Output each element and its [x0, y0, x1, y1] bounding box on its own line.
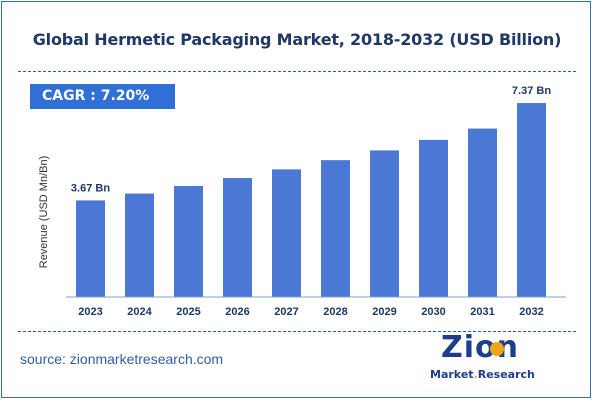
- logo-dot-icon: [490, 342, 504, 356]
- x-tick-label-2026: 2026: [225, 306, 249, 318]
- bar-2027: [272, 169, 301, 297]
- data-labels: 3.67 Bn 7.37 Bn: [71, 85, 551, 194]
- chart-title: Global Hermetic Packaging Market, 2018-2…: [32, 30, 562, 49]
- bar-2032: [517, 103, 546, 297]
- bar-2025: [174, 185, 203, 297]
- x-tick-label-2024: 2024: [127, 306, 152, 318]
- bar-2030: [419, 139, 448, 297]
- logo-sub-research: Research: [477, 368, 535, 381]
- bar-2029: [370, 150, 399, 297]
- x-tick-label-2025: 2025: [176, 306, 200, 318]
- logo-sub-dot: .: [473, 368, 478, 381]
- bar-2031: [468, 128, 497, 297]
- bottom-dashed-divider: [18, 331, 576, 332]
- logo-subtitle: Market.Research: [430, 368, 535, 381]
- x-tick-label-2032: 2032: [519, 306, 543, 318]
- data-label-2023: 3.67 Bn: [71, 182, 110, 194]
- x-tick-label-2029: 2029: [372, 306, 396, 318]
- bar-2024: [125, 193, 154, 297]
- source-text: source: zionmarketresearch.com: [20, 351, 224, 367]
- logo-wordmark: Zion: [440, 330, 519, 365]
- x-tick-label-2023: 2023: [78, 306, 102, 318]
- zion-logo: Zion Market.Research: [430, 330, 535, 394]
- x-tick-label-2031: 2031: [470, 306, 494, 318]
- x-tick-label-2028: 2028: [323, 306, 347, 318]
- bar-2028: [321, 160, 350, 297]
- x-tick-labels: 2023 2024 2025 2026 2027 2028 2029 2030 2031 2032: [78, 306, 543, 318]
- data-label-2032: 7.37 Bn: [512, 85, 551, 97]
- cagr-badge: CAGR : 7.20%: [30, 84, 175, 109]
- x-tick-label-2027: 2027: [274, 306, 298, 318]
- bars-group: [76, 103, 546, 297]
- x-tick-label-2030: 2030: [421, 306, 445, 318]
- logo-sub-market: Market: [430, 368, 474, 381]
- top-dashed-divider: [18, 71, 576, 72]
- bar-2023: [76, 200, 105, 297]
- bar-2026: [223, 178, 252, 297]
